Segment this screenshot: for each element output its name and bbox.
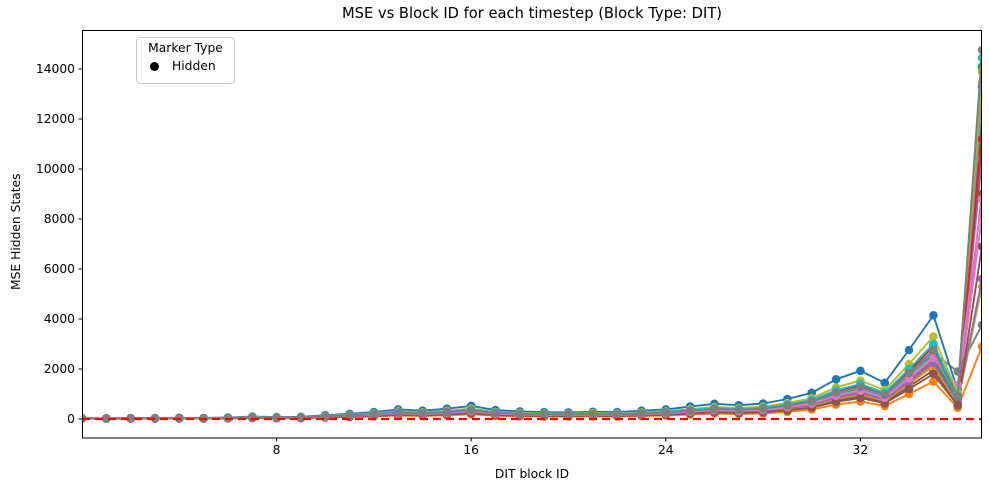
series-line <box>82 324 982 420</box>
series-marker <box>977 194 982 204</box>
series-marker <box>977 274 982 284</box>
series-marker <box>880 378 889 388</box>
series-line <box>82 66 982 420</box>
series-marker <box>272 413 281 423</box>
series-marker <box>953 401 962 410</box>
series-marker <box>393 408 403 417</box>
series-line <box>82 67 982 420</box>
series-marker <box>856 393 865 403</box>
series-line <box>82 123 982 420</box>
series-marker <box>929 332 938 341</box>
series-marker <box>248 413 257 422</box>
series-marker <box>661 408 671 417</box>
series-line <box>82 82 982 420</box>
series-marker <box>296 413 306 422</box>
series-marker <box>637 409 646 418</box>
series-marker <box>977 320 982 330</box>
series-marker <box>418 409 427 418</box>
series-marker <box>491 408 500 418</box>
series-marker <box>102 414 111 423</box>
series-marker <box>515 409 525 419</box>
series-marker <box>539 410 549 419</box>
x-axis-label: DIT block ID <box>494 467 570 481</box>
y-tick-label: 6000 <box>44 262 75 276</box>
series-line <box>82 158 982 420</box>
y-tick-label: 12000 <box>36 112 75 126</box>
series-marker <box>758 404 768 414</box>
series-line <box>82 108 982 420</box>
y-tick-label: 14000 <box>36 62 75 76</box>
plot-area <box>82 45 982 424</box>
series-marker <box>564 410 573 419</box>
series-marker <box>929 369 938 379</box>
x-tick-label: 32 <box>853 443 869 457</box>
series-marker <box>685 406 695 416</box>
series-marker <box>856 366 865 376</box>
series-marker <box>929 346 938 355</box>
series-marker <box>588 409 598 419</box>
series-marker <box>929 339 938 349</box>
series-line <box>82 86 982 420</box>
y-tick-label: 2000 <box>44 362 75 376</box>
series-marker <box>929 377 938 386</box>
hidden-marker-icon <box>150 61 159 71</box>
series-line <box>82 71 982 420</box>
y-axis-label: MSE Hidden States <box>9 173 23 290</box>
y-tick-label: 4000 <box>44 312 75 326</box>
chart-title: MSE vs Block ID for each timestep (Block… <box>341 5 723 22</box>
x-tick-label: 8 <box>273 443 281 457</box>
series-marker <box>904 384 914 394</box>
series-marker <box>734 405 744 415</box>
series-marker <box>442 407 452 417</box>
legend: Marker Type Hidden <box>136 37 235 84</box>
series-line <box>82 198 982 420</box>
series-marker <box>977 45 982 55</box>
series-line <box>82 57 982 420</box>
series-marker <box>904 345 914 355</box>
series-marker <box>710 404 719 414</box>
series-marker <box>783 401 792 410</box>
series-marker <box>953 392 962 401</box>
series-marker <box>831 388 841 397</box>
series-line <box>82 98 982 420</box>
series-marker <box>977 342 982 351</box>
legend-title: Marker Type <box>148 41 223 55</box>
series-marker <box>856 382 865 392</box>
series-marker <box>807 397 816 406</box>
series-marker <box>612 410 622 419</box>
series-line <box>82 138 982 420</box>
legend-entry-label: Hidden <box>172 59 216 73</box>
series-marker <box>977 134 982 144</box>
series-marker <box>369 410 379 419</box>
series-marker <box>466 406 476 415</box>
series-line <box>82 49 982 420</box>
series-marker <box>126 414 135 423</box>
series-marker <box>977 242 982 251</box>
y-tick-label: 10000 <box>36 162 75 176</box>
y-tick-label: 0 <box>67 412 75 426</box>
series-marker <box>345 411 354 420</box>
legend-entry: Hidden <box>137 59 234 73</box>
series-marker <box>831 397 841 407</box>
axes-spine <box>82 30 982 439</box>
y-tick-label: 8000 <box>44 212 75 226</box>
series-marker <box>904 368 914 378</box>
x-tick-label: 16 <box>463 443 479 457</box>
series-marker <box>880 390 889 400</box>
series-line <box>82 346 982 420</box>
x-tick-label: 24 <box>658 443 674 457</box>
series-marker <box>929 311 938 320</box>
series-marker <box>831 375 841 384</box>
